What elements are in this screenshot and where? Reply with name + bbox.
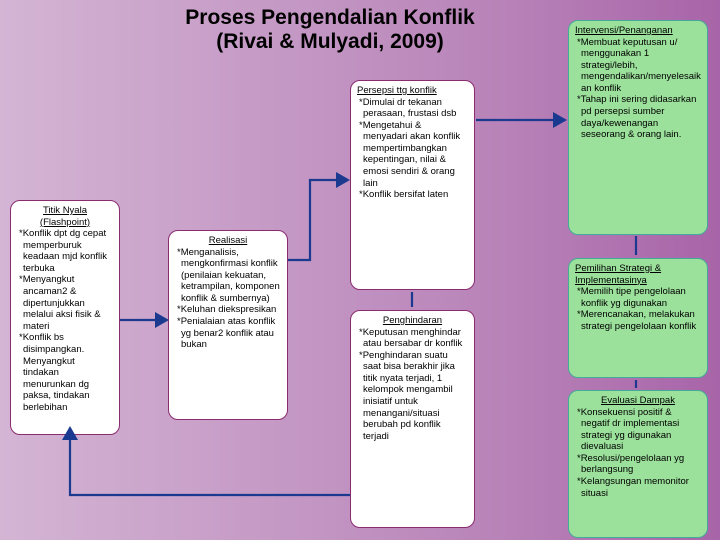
box-pemilihan: Pemilihan Strategi & Implementasinya *Me… bbox=[568, 258, 708, 378]
bullet-item: *Kelangsungan memonitor situasi bbox=[575, 476, 701, 499]
bullets-pemilihan: *Memilih tipe pengelolaan konflik yg dig… bbox=[575, 286, 701, 332]
box-evaluasi: Evaluasi Dampak *Konsekuensi positif & n… bbox=[568, 390, 708, 538]
heading-persepsi: Persepsi ttg konflik bbox=[357, 85, 468, 97]
box-persepsi: Persepsi ttg konflik *Dimulai dr tekanan… bbox=[350, 80, 475, 290]
bullet-item: *Merencanakan, melakukan strategi pengel… bbox=[575, 309, 701, 332]
bullet-item: *Tahap ini sering didasarkan pd persepsi… bbox=[575, 94, 701, 140]
bullets-intervensi: *Membuat keputusan u/ menggunakan 1 stra… bbox=[575, 37, 701, 141]
arrow-head bbox=[553, 112, 567, 128]
arrow-head bbox=[155, 312, 169, 328]
heading-evaluasi: Evaluasi Dampak bbox=[575, 395, 701, 407]
bullet-item: *Konsekuensi positif & negatif dr implem… bbox=[575, 407, 701, 453]
page-title: Proses Pengendalian Konflik (Rivai & Mul… bbox=[150, 6, 510, 54]
bullet-item: *Konflik bs disimpangkan. Menyangkut tin… bbox=[17, 332, 113, 413]
box-titik-nyala: Titik Nyala (Flashpoint) *Konflik dpt dg… bbox=[10, 200, 120, 435]
bullet-item: *Mengetahui & menyadari akan konflik mem… bbox=[357, 120, 468, 189]
box-intervensi: Intervensi/Penanganan *Membuat keputusan… bbox=[568, 20, 708, 235]
bullet-item: *Membuat keputusan u/ menggunakan 1 stra… bbox=[575, 37, 701, 95]
bullet-item: *Dimulai dr tekanan perasaan, frustasi d… bbox=[357, 97, 468, 120]
bullets-evaluasi: *Konsekuensi positif & negatif dr implem… bbox=[575, 407, 701, 500]
bullets-persepsi: *Dimulai dr tekanan perasaan, frustasi d… bbox=[357, 97, 468, 201]
bullet-item: *Menyangkut ancaman2 & dipertunjukkan me… bbox=[17, 274, 113, 332]
heading-pemilihan: Pemilihan Strategi & Implementasinya bbox=[575, 263, 701, 286]
bullet-item: *Resolusi/pengelolaan yg berlangsung bbox=[575, 453, 701, 476]
title-line1: Proses Pengendalian Konflik bbox=[150, 6, 510, 30]
arrow-head bbox=[336, 172, 350, 188]
bullet-item: *Konflik dpt dg cepat memperburuk keadaa… bbox=[17, 228, 113, 274]
bullet-item: *Penghindaran suatu saat bisa berakhir j… bbox=[357, 350, 468, 443]
arrow-head bbox=[62, 426, 78, 440]
bullet-item: *Konflik bersifat laten bbox=[357, 189, 468, 201]
bullet-item: *Penialaian atas konflik yg benar2 konfl… bbox=[175, 316, 281, 351]
heading-intervensi: Intervensi/Penanganan bbox=[575, 25, 701, 37]
bullet-item: *Menganalisis, mengkonfirmasi konflik (p… bbox=[175, 247, 281, 305]
heading-penghindaran: Penghindaran bbox=[357, 315, 468, 327]
heading-realisasi: Realisasi bbox=[175, 235, 281, 247]
box-penghindaran: Penghindaran *Keputusan menghindar atau … bbox=[350, 310, 475, 528]
title-line2: (Rivai & Mulyadi, 2009) bbox=[150, 30, 510, 54]
bullet-item: *Keputusan menghindar atau bersabar dr k… bbox=[357, 327, 468, 350]
bullet-item: *Memilih tipe pengelolaan konflik yg dig… bbox=[575, 286, 701, 309]
bullet-item: *Keluhan diekspresikan bbox=[175, 304, 281, 316]
heading-titik: Titik Nyala (Flashpoint) bbox=[17, 205, 113, 228]
bullets-penghindaran: *Keputusan menghindar atau bersabar dr k… bbox=[357, 327, 468, 443]
bullets-titik: *Konflik dpt dg cepat memperburuk keadaa… bbox=[17, 228, 113, 413]
box-realisasi: Realisasi *Menganalisis, mengkonfirmasi … bbox=[168, 230, 288, 420]
bullets-realisasi: *Menganalisis, mengkonfirmasi konflik (p… bbox=[175, 247, 281, 351]
